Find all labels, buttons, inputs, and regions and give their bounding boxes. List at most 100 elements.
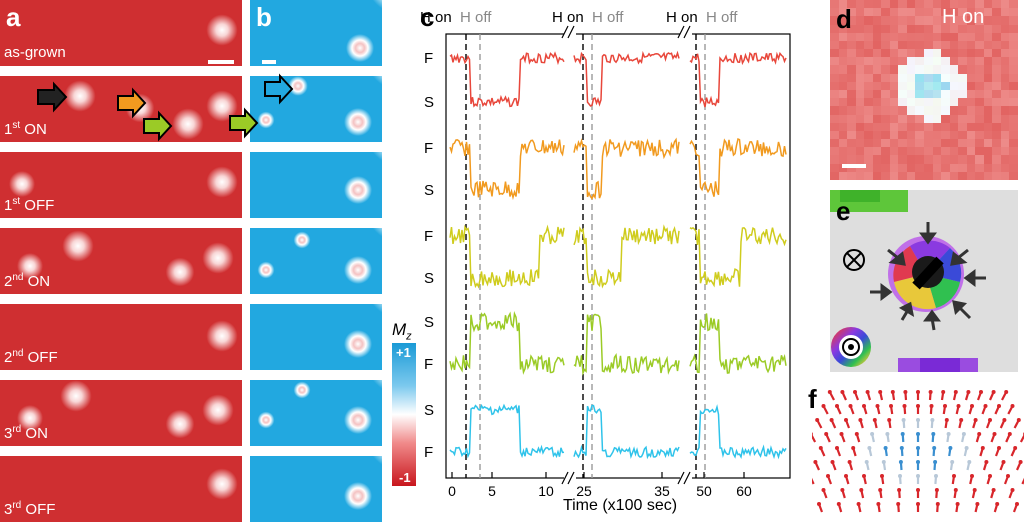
pixel (898, 81, 908, 91)
spin-arrow-head (929, 404, 934, 408)
spin-arrow-head (948, 446, 953, 450)
x-tick-label: 50 (696, 483, 712, 499)
spin-arrow-head (903, 390, 908, 394)
pixel (958, 90, 968, 99)
pixel (975, 122, 985, 132)
spin-arrow-head (898, 474, 902, 478)
spin-arrow-head (839, 432, 844, 436)
pixel (906, 106, 917, 116)
pixel (847, 57, 857, 67)
pixel (983, 130, 993, 140)
pixel (924, 147, 934, 157)
pixel (958, 155, 968, 165)
pixel (958, 65, 968, 75)
pixel (1009, 163, 1018, 173)
spin-arrow-head (1010, 488, 1015, 492)
pixel (949, 32, 959, 42)
series-line (573, 224, 680, 289)
panel-a-label: a (6, 2, 21, 32)
pixel (906, 171, 917, 180)
pixel (932, 49, 942, 58)
spin-arrow-head (1007, 432, 1012, 436)
pixel (932, 57, 942, 67)
pixel (966, 24, 976, 34)
pixel (975, 155, 985, 165)
color-wheel-icon (831, 327, 871, 367)
pixel (932, 139, 942, 148)
pixel (932, 114, 942, 124)
pixel (924, 130, 934, 140)
pixel (889, 16, 899, 26)
spin-arrow-head (972, 488, 977, 492)
pixel (915, 171, 925, 180)
pixel (958, 40, 968, 50)
spin-arrow-head (881, 460, 886, 464)
pixel (830, 57, 840, 67)
pixel (881, 40, 891, 50)
pixel (872, 32, 882, 42)
pixel (906, 65, 917, 75)
pixel (966, 81, 976, 91)
pixel (975, 0, 985, 9)
pixel (1009, 130, 1018, 140)
series-line (689, 137, 787, 197)
pixel (1000, 90, 1011, 99)
pixel (864, 163, 874, 173)
pixel (864, 98, 874, 107)
pixel (966, 8, 976, 17)
pixel (958, 130, 968, 140)
arrow-green-icon (143, 110, 173, 142)
pixel (983, 155, 993, 165)
panel-b-tile (250, 152, 382, 218)
row-label: 2nd ON (4, 272, 51, 290)
pixel (992, 0, 1002, 9)
pixel (872, 24, 882, 34)
pixel (838, 139, 848, 148)
arrow-orange-icon (117, 87, 147, 119)
spin-arrow-head (830, 460, 835, 464)
spin-arrow-head (935, 502, 940, 506)
pixel (966, 57, 976, 67)
pixel (855, 16, 865, 26)
pixel (881, 147, 891, 157)
pixel (958, 98, 968, 107)
state-label: S (424, 402, 434, 419)
pixel (992, 130, 1002, 140)
pixel (983, 40, 993, 50)
pixel (949, 139, 959, 148)
spin-arrow-head (840, 488, 845, 492)
pixel (1000, 155, 1011, 165)
pixel (932, 32, 942, 42)
pixel (958, 24, 968, 34)
pixel (958, 8, 968, 17)
pixel (872, 122, 882, 132)
pixel (949, 122, 959, 132)
pixel (830, 8, 840, 17)
pixel (830, 130, 840, 140)
pixel (983, 24, 993, 34)
pixel (958, 122, 968, 132)
pixel (838, 8, 848, 17)
pixel (983, 49, 993, 58)
pixel (992, 122, 1002, 132)
pixel (958, 73, 968, 83)
pixel (949, 163, 959, 173)
pixel (847, 40, 857, 50)
pixel (958, 163, 968, 173)
spin-arrow-head (959, 418, 964, 422)
pixel (975, 32, 985, 42)
inward-arrows-icon (870, 222, 986, 331)
pixel (992, 147, 1002, 157)
pixel (881, 171, 891, 180)
pixel (932, 90, 942, 99)
pixel (872, 8, 882, 17)
pixel (949, 57, 959, 67)
colorbar-top-label: +1 (396, 345, 411, 360)
pixel (898, 24, 908, 34)
pixel (915, 147, 925, 157)
pixel (838, 163, 848, 173)
spin-arrow-head (826, 474, 830, 478)
pixel (932, 81, 942, 91)
pixel (889, 122, 899, 132)
spin-arrow-head (1013, 446, 1018, 450)
